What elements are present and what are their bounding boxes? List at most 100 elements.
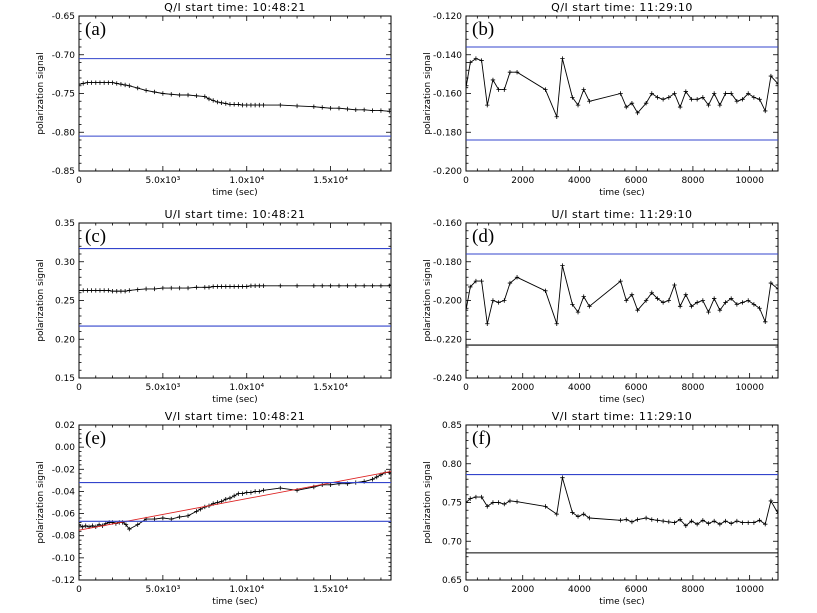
data-point — [473, 278, 479, 284]
data-point — [194, 93, 199, 99]
data-point — [587, 99, 592, 104]
data-point — [775, 286, 778, 292]
plot-area — [466, 253, 778, 346]
y-tick-label: -0.65 — [52, 12, 75, 22]
data-point — [655, 518, 660, 523]
data-point — [581, 87, 586, 92]
data-point — [768, 280, 774, 286]
data-point — [361, 107, 367, 112]
y-tick-label: 0.70 — [442, 537, 462, 547]
x-axis-label: time (sec) — [212, 395, 257, 405]
data-point — [361, 283, 367, 288]
x-tick-label: 10000 — [735, 176, 764, 186]
plot-frame — [78, 222, 392, 379]
data-point — [248, 490, 254, 495]
x-axis-label: time (sec) — [599, 188, 644, 198]
y-axis-label: polarization signal — [36, 52, 46, 134]
data-point — [554, 114, 559, 119]
y-tick-label: -0.180 — [433, 128, 462, 138]
data-point — [635, 517, 640, 522]
data-point — [502, 298, 507, 303]
data-point — [135, 522, 140, 527]
x-tick-label: 0 — [76, 176, 82, 186]
plot-frame — [465, 424, 779, 581]
data-point — [575, 102, 581, 108]
y-tick-label: 0.35 — [55, 219, 75, 229]
y-tick-label: -0.10 — [52, 554, 76, 564]
data-point — [135, 85, 140, 91]
data-point — [624, 517, 629, 522]
data-point — [768, 498, 774, 504]
data-point — [135, 287, 140, 292]
data-point — [328, 283, 333, 288]
data-point — [689, 518, 694, 524]
data-point — [85, 80, 90, 85]
data-point — [244, 284, 249, 289]
plot-area — [79, 248, 391, 327]
data-point — [328, 106, 333, 111]
panel-tag: (b) — [472, 19, 494, 40]
data-point — [643, 515, 649, 521]
data-point — [466, 85, 469, 90]
plot-area — [466, 46, 778, 141]
panel-tag: (e) — [85, 428, 106, 449]
data-point — [490, 298, 496, 303]
data-point — [387, 283, 391, 288]
data-point — [706, 309, 711, 315]
data-point — [683, 89, 689, 94]
y-tick-label: -0.120 — [433, 12, 462, 22]
data-point — [83, 523, 88, 528]
data-point — [244, 490, 249, 495]
data-point — [79, 288, 82, 293]
data-point — [336, 106, 342, 111]
data-point — [152, 516, 157, 522]
data-point — [746, 91, 751, 96]
data-point — [466, 500, 469, 505]
data-point — [618, 91, 623, 96]
data-point — [629, 100, 635, 106]
x-tick-label: 1.0x10⁴ — [229, 585, 264, 595]
data-point — [169, 516, 174, 522]
data-point — [514, 69, 520, 75]
y-tick-label: -0.85 — [52, 167, 75, 177]
data-point — [80, 524, 85, 530]
x-tick-label: 6000 — [625, 176, 648, 186]
data-point — [655, 296, 660, 301]
data-point — [248, 283, 254, 288]
data-point — [127, 83, 132, 88]
data-point — [185, 92, 191, 98]
y-tick-label: -0.160 — [433, 219, 462, 229]
data-point — [689, 97, 694, 102]
data-point — [110, 289, 115, 294]
data-point — [768, 73, 774, 79]
data-point — [649, 290, 654, 295]
data-point — [700, 95, 706, 100]
chart-title: V/I start time: 10:48:21 — [165, 410, 306, 423]
data-point — [723, 300, 728, 305]
data-point — [543, 87, 548, 92]
data-point — [143, 88, 149, 93]
y-tick-label: 0.75 — [442, 499, 462, 509]
data-point — [570, 95, 575, 100]
data-point — [660, 518, 666, 524]
data-point — [194, 509, 199, 514]
data-point — [370, 108, 375, 113]
x-tick-label: 2000 — [511, 585, 534, 595]
data-point — [278, 283, 283, 288]
data-point — [496, 500, 501, 505]
plot-frame — [78, 15, 392, 172]
data-point — [751, 520, 757, 525]
data-point — [311, 484, 317, 490]
data-point — [185, 513, 191, 518]
data-point — [79, 522, 82, 527]
data-point — [746, 298, 751, 303]
data-point — [694, 522, 700, 527]
data-point — [223, 284, 228, 289]
data-point — [570, 510, 575, 515]
data-point — [683, 292, 689, 297]
data-point — [554, 511, 559, 517]
data-point — [85, 288, 90, 293]
data-point — [723, 518, 728, 524]
x-tick-label: 6000 — [625, 383, 648, 393]
chart-panel-a: Q/I start time: 10:48:21 0 5.0x10³ 1.0x10⁴ 1… — [36, 1, 392, 198]
